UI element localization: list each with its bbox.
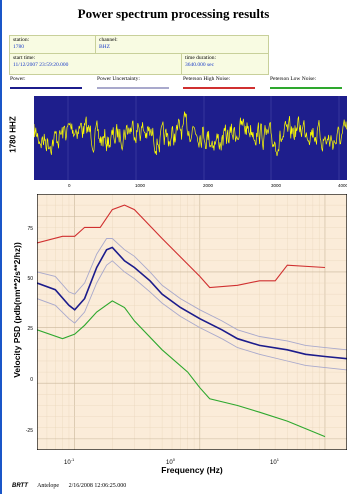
x-tick-label: 10-1: [64, 457, 75, 466]
waveform-trace: [33, 96, 347, 180]
waveform-label: 1780 HHZ: [8, 116, 18, 153]
y-tick-label: -25: [25, 428, 33, 434]
psd-plot: [36, 194, 347, 450]
y-tick-label: 50: [27, 276, 33, 282]
x-tick-label: 100: [166, 457, 175, 466]
legend-power: Power:: [10, 76, 82, 89]
legend-power-uncertainty: Power Uncertainty:: [97, 76, 169, 89]
series-line-peterson-low-noise: [36, 300, 326, 438]
x-tick-label: 101: [270, 457, 279, 466]
station-cell: station: 1780: [10, 36, 96, 54]
duration-value: 3640.000 sec: [185, 62, 215, 68]
legend-power-swatch: [10, 87, 82, 89]
brand-name: BRTT: [12, 483, 28, 489]
plot-frame: [37, 194, 347, 450]
waveform-tick: 3000: [271, 183, 282, 188]
footer: BRTT Antelope 2/16/2008 12:06:25.000: [12, 483, 134, 489]
waveform-line: [33, 111, 347, 157]
duration-label: time duration:: [185, 55, 217, 61]
series-line-power-uncertainty-lower: [36, 260, 347, 371]
y-axis-label: Velocity PSD (pdb(nm**2/s**2/hz)): [12, 242, 22, 378]
y-tick-label: 0: [30, 377, 33, 383]
x-axis-label: Frequency (Hz): [161, 465, 223, 475]
start-time-value: 11/12/2007 23:59:20.000: [13, 62, 69, 68]
legend-high-noise: Peterson High Noise:: [183, 76, 255, 89]
legend-power-uncertainty-label: Power Uncertainty:: [97, 76, 140, 82]
psd-plot-canvas: [36, 194, 347, 450]
legend-high-noise-swatch: [183, 87, 255, 89]
station-value: 1780: [13, 44, 24, 50]
channel-cell: channel: BHZ: [96, 36, 268, 54]
duration-cell: time duration: 3640.000 sec: [182, 54, 268, 74]
series-line-power-uncertainty-upper: [36, 238, 347, 351]
station-label: station:: [13, 37, 30, 43]
start-time-label: start time:: [13, 55, 36, 61]
legend-high-noise-label: Peterson High Noise:: [183, 76, 231, 82]
legend-power-uncertainty-swatch: [97, 87, 169, 89]
waveform-panel: [33, 96, 347, 180]
channel-label: channel:: [99, 37, 118, 43]
waveform-tick: 4000: [338, 183, 347, 188]
y-tick-label: 25: [27, 326, 33, 332]
footer-timestamp: 2/16/2008 12:06:25.000: [68, 483, 127, 489]
y-tick-label: 75: [27, 226, 33, 232]
waveform-tick: 0: [68, 183, 71, 188]
channel-value: BHZ: [99, 44, 110, 50]
legend-low-noise-swatch: [270, 87, 342, 89]
start-time-cell: start time: 11/12/2007 23:59:20.000: [10, 54, 182, 74]
legend-power-label: Power:: [10, 76, 26, 82]
waveform-tick: 2000: [203, 183, 214, 188]
page-title: Power spectrum processing results: [77, 6, 270, 21]
series-line-peterson-high-noise: [36, 204, 326, 289]
product-name: Antelope: [37, 483, 60, 489]
waveform-tick: 1000: [135, 183, 146, 188]
series-line-power: [36, 246, 347, 360]
legend-low-noise-label: Peterson Low Noise:: [270, 76, 317, 82]
info-table: station: 1780 channel: BHZ start time: 1…: [9, 35, 269, 75]
legend-low-noise: Peterson Low Noise:: [270, 76, 342, 89]
